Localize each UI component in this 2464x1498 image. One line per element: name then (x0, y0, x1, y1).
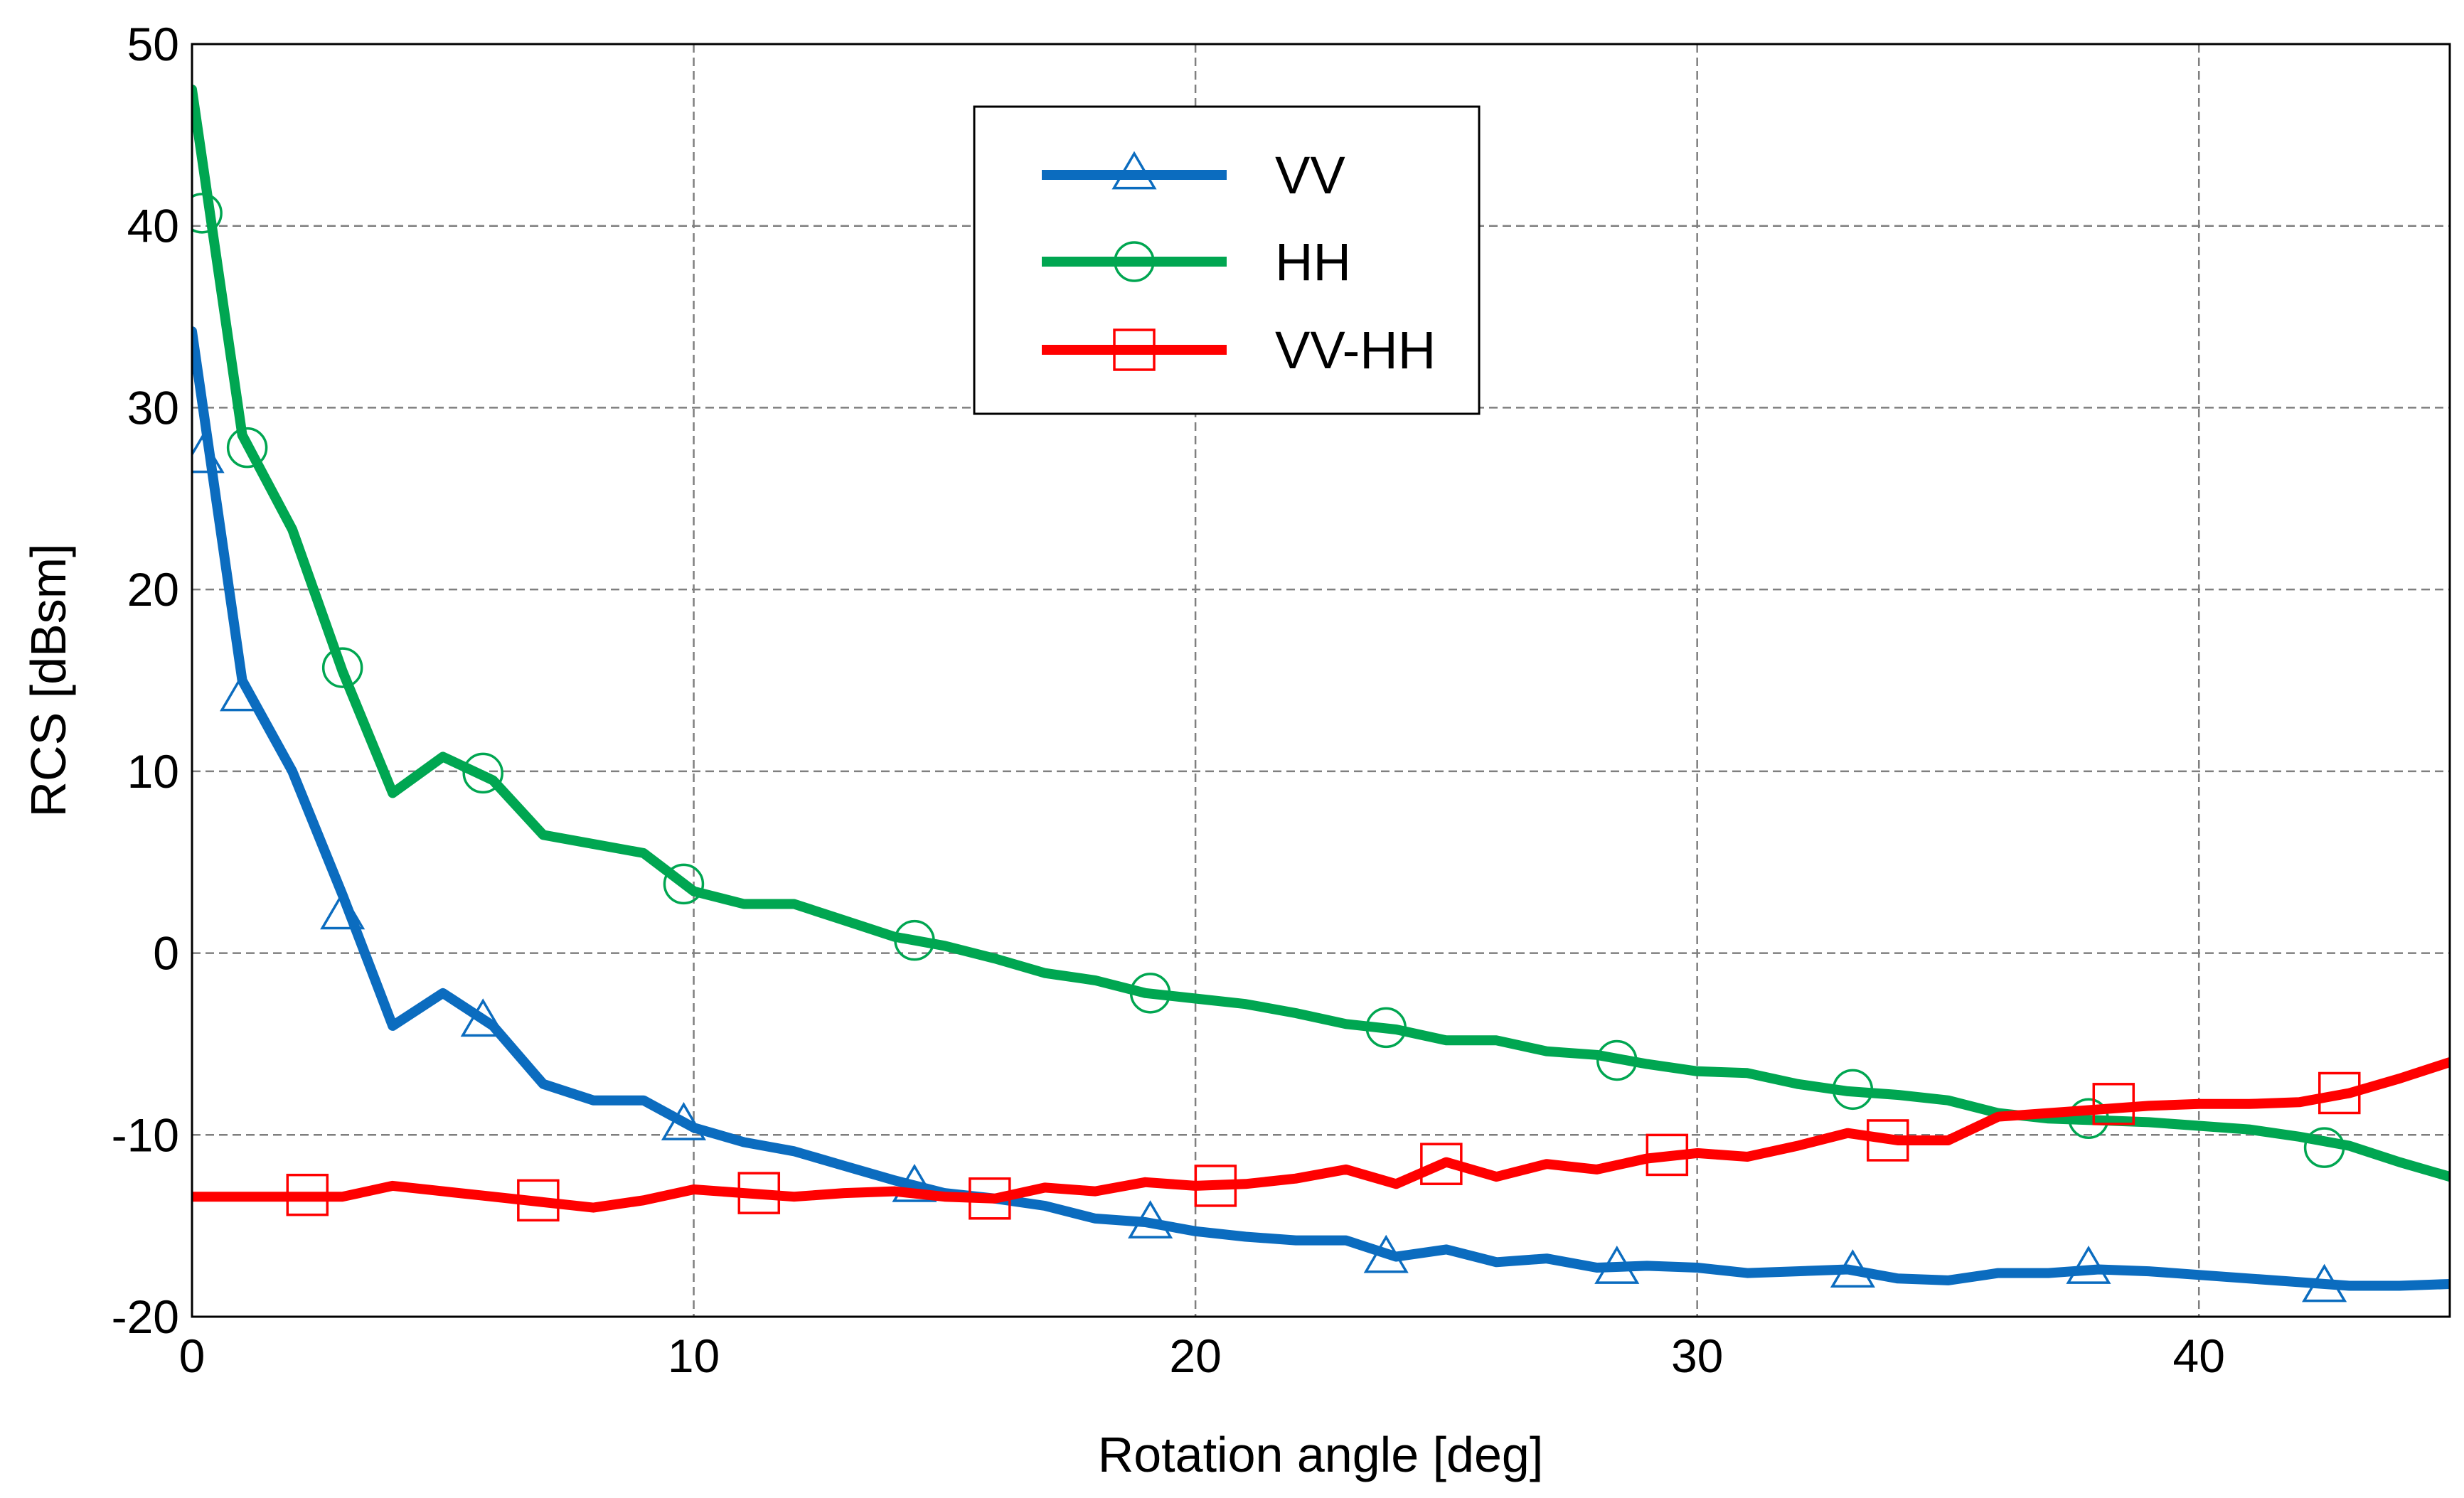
y-tick-label: 40 (127, 200, 179, 252)
data-point-vv-hh (286, 1173, 329, 1216)
legend-label: VV (1275, 146, 1345, 205)
legend-label: VV-HH (1275, 321, 1436, 380)
y-axis-title: RCS [dBsm] (21, 543, 76, 817)
data-point-vv-hh (1646, 1133, 1689, 1177)
legend: VV HH VV-HH (973, 105, 1481, 415)
y-tick-label: 50 (127, 18, 179, 70)
y-tick-label: -20 (112, 1290, 179, 1343)
data-point-vv-hh (1867, 1119, 1909, 1162)
y-tick-label: 30 (127, 381, 179, 434)
data-point-vv-hh (737, 1172, 781, 1214)
legend-marker-triangle (1111, 151, 1157, 190)
y-tick-label: -10 (112, 1108, 179, 1161)
data-point-vv (892, 1163, 937, 1202)
data-point-vv (2302, 1263, 2347, 1302)
data-point-hh (663, 863, 705, 905)
data-point-hh (2303, 1127, 2345, 1168)
data-point-vv (1363, 1234, 1409, 1273)
data-point-vv-hh (517, 1179, 560, 1222)
data-point-vv-hh (969, 1177, 1011, 1220)
x-tick-label: 40 (2173, 1330, 2225, 1382)
data-point-vv (2066, 1246, 2111, 1284)
data-point-vv (192, 434, 225, 474)
data-point-vv (1128, 1200, 1173, 1238)
data-point-vv (220, 673, 265, 712)
data-point-vv (320, 891, 366, 930)
legend-item-hh: HH (1042, 232, 1351, 291)
series-hh (192, 84, 2450, 1182)
plot-frame (191, 43, 2451, 1318)
data-point-vv (1830, 1249, 1875, 1288)
y-tick-label: 0 (153, 927, 179, 980)
x-tick-label: 0 (179, 1330, 206, 1382)
data-point-vv (661, 1102, 706, 1140)
axis-ticks: 0 10 20 30 40 -20 -10 0 10 20 30 40 50 (112, 18, 2225, 1382)
y-tick-label: 10 (127, 745, 179, 798)
data-point-vv-hh (1194, 1165, 1237, 1207)
data-point-vv-hh (2092, 1083, 2135, 1125)
series-vv (192, 326, 2450, 1302)
legend-item-vv-hh: VV-HH (1042, 321, 1436, 380)
series-group (192, 84, 2450, 1302)
data-point-vv-hh (1420, 1143, 1463, 1185)
data-point-hh (226, 427, 268, 469)
data-point-hh (1129, 973, 1171, 1014)
series-line-vv (192, 326, 2450, 1291)
data-point-hh (1832, 1069, 1874, 1111)
legend-marker-square (1113, 328, 1156, 371)
data-point-hh (321, 647, 363, 688)
series-line-hh (192, 84, 2450, 1182)
data-point-hh (894, 919, 935, 961)
legend-marker-circle (1114, 241, 1155, 282)
data-point-vv-hh (2318, 1071, 2361, 1115)
x-axis-title: Rotation angle [deg] (1098, 1427, 1544, 1482)
x-tick-label: 20 (1169, 1330, 1221, 1382)
data-point-hh (192, 193, 223, 234)
data-point-hh (1596, 1039, 1638, 1081)
x-tick-label: 30 (1671, 1330, 1723, 1382)
data-point-hh (462, 752, 503, 794)
series-line-vv-hh (192, 1057, 2450, 1213)
series-vv-hh (192, 1057, 2450, 1222)
legend-label: HH (1275, 232, 1351, 291)
data-point-hh (1365, 1007, 1407, 1049)
legend-item-vv: VV (1042, 146, 1345, 205)
x-tick-label: 10 (668, 1330, 720, 1382)
data-point-vv (1594, 1246, 1640, 1284)
y-tick-label: 20 (127, 563, 179, 616)
data-point-vv (460, 998, 506, 1037)
data-point-hh (2068, 1098, 2109, 1140)
